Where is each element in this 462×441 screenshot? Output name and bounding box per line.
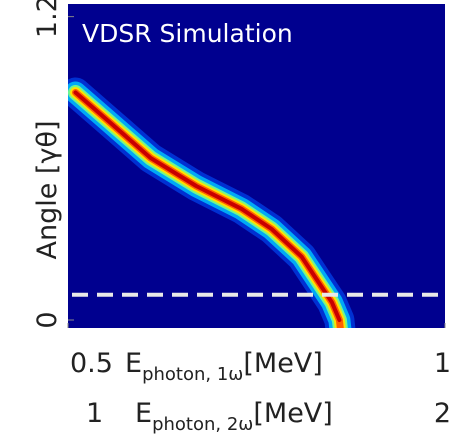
- x2-label-subscript: photon, 2ω: [152, 414, 253, 435]
- x-label-symbol: E: [125, 348, 142, 379]
- x2-axis-label: Ephoton, 2ω[MeV]: [135, 398, 333, 435]
- x-tick-label: 0.5: [70, 348, 113, 379]
- x-label-unit: [MeV]: [243, 348, 322, 379]
- y-tick-label: 1.2: [32, 0, 63, 38]
- x-axis-label: Ephoton, 1ω[MeV]: [125, 348, 323, 385]
- x-tick-label: 1: [434, 348, 451, 379]
- x2-label-unit: [MeV]: [253, 398, 332, 429]
- chart-title: VDSR Simulation: [82, 19, 293, 48]
- x2-label-symbol: E: [135, 398, 152, 429]
- x2-tick-label: 1: [86, 398, 103, 429]
- y-tick-label: 0: [32, 311, 63, 328]
- plot-layer: [68, 77, 445, 328]
- plot-area: [68, 4, 445, 328]
- y-axis-label: Angle [γθ]: [32, 121, 63, 260]
- x-label-subscript: photon, 1ω: [142, 364, 243, 385]
- ridge-line: [73, 90, 342, 322]
- x2-tick-label: 2: [434, 398, 451, 429]
